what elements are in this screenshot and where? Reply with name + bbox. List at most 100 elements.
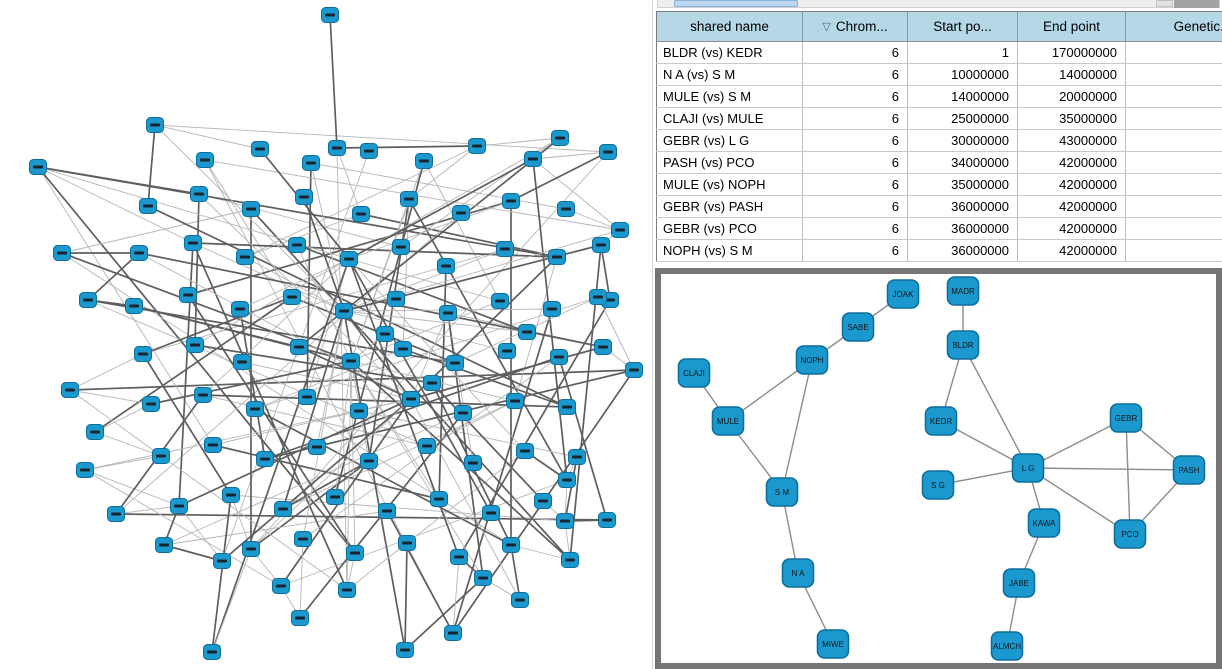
- table-cell[interactable]: 25000000: [907, 107, 1018, 130]
- network-node[interactable]: [155, 537, 173, 553]
- network-node[interactable]: [444, 625, 462, 641]
- network-node[interactable]: [29, 159, 47, 175]
- column-header-shared-name[interactable]: shared name: [656, 11, 803, 42]
- table-cell[interactable]: 6: [802, 107, 908, 130]
- table-cell[interactable]: GEBR (vs) PCO: [656, 217, 803, 240]
- network-node[interactable]: [423, 375, 441, 391]
- network-node[interactable]: [558, 472, 576, 488]
- network-node[interactable]: [402, 391, 420, 407]
- network-node[interactable]: [179, 287, 197, 303]
- node-pco[interactable]: PCO: [1113, 519, 1147, 549]
- network-node[interactable]: [430, 491, 448, 507]
- network-node[interactable]: [496, 241, 514, 257]
- table-cell[interactable]: GEBR (vs) PASH: [656, 195, 803, 218]
- network-node[interactable]: [170, 498, 188, 514]
- network-node[interactable]: [561, 552, 579, 568]
- network-node[interactable]: [387, 291, 405, 307]
- table-cell[interactable]: 36000000: [907, 217, 1018, 240]
- network-node[interactable]: [130, 245, 148, 261]
- table-row[interactable]: CLAJI (vs) MULE625000000350000005.9: [656, 107, 1222, 130]
- network-node[interactable]: [468, 138, 486, 154]
- network-node[interactable]: [568, 449, 586, 465]
- network-node[interactable]: [86, 424, 104, 440]
- network-node[interactable]: [274, 501, 292, 517]
- network-node[interactable]: [186, 337, 204, 353]
- table-row[interactable]: N A (vs) S M610000000140000006.6: [656, 63, 1222, 86]
- network-node[interactable]: [524, 151, 542, 167]
- network-node[interactable]: [439, 305, 457, 321]
- network-node[interactable]: [415, 153, 433, 169]
- network-node[interactable]: [396, 642, 414, 658]
- network-node[interactable]: [558, 399, 576, 415]
- network-node[interactable]: [290, 339, 308, 355]
- network-node[interactable]: [272, 578, 290, 594]
- network-node[interactable]: [557, 201, 575, 217]
- table-horizontal-scrollbar[interactable]: [657, 0, 1220, 8]
- network-node[interactable]: [321, 7, 339, 23]
- subnetwork-edge[interactable]: [1027, 467, 1131, 535]
- network-node[interactable]: [474, 570, 492, 586]
- network-node[interactable]: [592, 237, 610, 253]
- table-cell[interactable]: 5.9: [1125, 107, 1222, 130]
- table-cell[interactable]: 6: [802, 195, 908, 218]
- table-cell[interactable]: 6: [802, 239, 908, 262]
- table-cell[interactable]: 7.5: [1125, 85, 1222, 108]
- network-node[interactable]: [283, 289, 301, 305]
- network-node[interactable]: [204, 437, 222, 453]
- table-cell[interactable]: 42000000: [1017, 217, 1126, 240]
- table-row[interactable]: PASH (vs) PCO6340000004200000011.4: [656, 151, 1222, 174]
- table-cell[interactable]: NOPH (vs) S M: [656, 239, 803, 262]
- node-s-m[interactable]: S M: [765, 477, 799, 507]
- table-cell[interactable]: N A (vs) S M: [656, 63, 803, 86]
- network-node[interactable]: [231, 301, 249, 317]
- network-node[interactable]: [61, 382, 79, 398]
- network-node[interactable]: [213, 553, 231, 569]
- node-mule[interactable]: MULE: [711, 406, 745, 436]
- node-joak[interactable]: JOAK: [886, 279, 920, 309]
- table-cell[interactable]: GEBR (vs) L G: [656, 129, 803, 152]
- network-node[interactable]: [376, 326, 394, 342]
- network-node[interactable]: [294, 531, 312, 547]
- table-cell[interactable]: 36000000: [907, 239, 1018, 262]
- table-cell[interactable]: 36000000: [907, 195, 1018, 218]
- network-node[interactable]: [107, 506, 125, 522]
- table-cell[interactable]: 10.5: [1125, 173, 1222, 196]
- network-node[interactable]: [335, 303, 353, 319]
- network-node[interactable]: [360, 143, 378, 159]
- network-node[interactable]: [76, 462, 94, 478]
- network-node[interactable]: [543, 301, 561, 317]
- network-node[interactable]: [551, 130, 569, 146]
- network-node[interactable]: [308, 439, 326, 455]
- table-cell[interactable]: 30000000: [907, 129, 1018, 152]
- network-node[interactable]: [236, 249, 254, 265]
- table-cell[interactable]: 11.4: [1125, 151, 1222, 174]
- network-node[interactable]: [256, 451, 274, 467]
- network-node[interactable]: [326, 489, 344, 505]
- overview-network-canvas[interactable]: [0, 0, 652, 669]
- network-node[interactable]: [506, 393, 524, 409]
- node-kedr[interactable]: KEDR: [924, 406, 958, 436]
- table-cell[interactable]: 6: [802, 173, 908, 196]
- network-node[interactable]: [534, 493, 552, 509]
- node-kawa[interactable]: KAWA: [1027, 508, 1061, 538]
- table-cell[interactable]: 192.0: [1125, 41, 1222, 64]
- node-jabe[interactable]: JABE: [1002, 568, 1036, 598]
- table-row[interactable]: NOPH (vs) S M636000000420000009.9: [656, 239, 1222, 262]
- network-node[interactable]: [142, 396, 160, 412]
- network-node[interactable]: [482, 505, 500, 521]
- node-bldr[interactable]: BLDR: [946, 330, 980, 360]
- network-node[interactable]: [194, 387, 212, 403]
- table-row[interactable]: GEBR (vs) PCO636000000420000008.4: [656, 217, 1222, 240]
- node-s-g[interactable]: S G: [921, 470, 955, 500]
- table-row[interactable]: BLDR (vs) KEDR61170000000192.0: [656, 41, 1222, 64]
- table-cell[interactable]: 8.4: [1125, 217, 1222, 240]
- network-node[interactable]: [516, 443, 534, 459]
- network-node[interactable]: [233, 354, 251, 370]
- node-pash[interactable]: PASH: [1172, 455, 1206, 485]
- network-node[interactable]: [556, 513, 574, 529]
- network-node[interactable]: [152, 448, 170, 464]
- network-node[interactable]: [594, 339, 612, 355]
- node-noph[interactable]: NOPH: [795, 345, 829, 375]
- table-cell[interactable]: 42000000: [1017, 173, 1126, 196]
- network-node[interactable]: [599, 144, 617, 160]
